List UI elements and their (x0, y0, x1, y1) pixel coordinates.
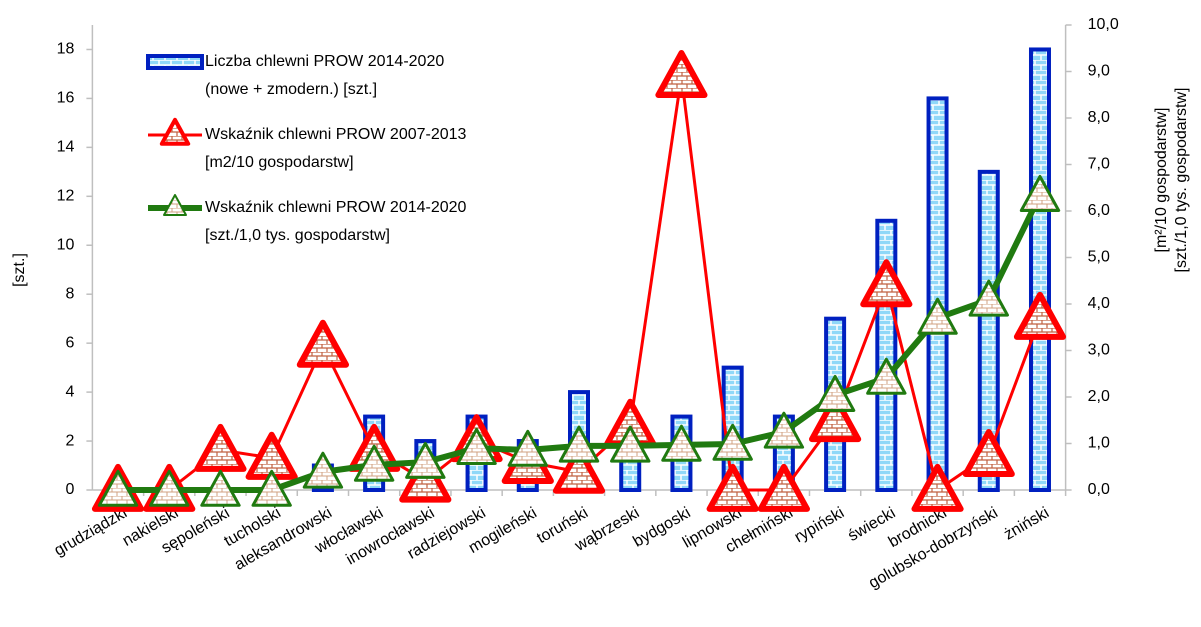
marker (866, 357, 907, 395)
marker (814, 374, 856, 412)
marker (163, 194, 187, 216)
y2-tick-label: 9,0 (1088, 63, 1110, 80)
marker (968, 279, 1009, 317)
legend-label: [szt./1,0 tys. gospodarstw] (205, 227, 390, 244)
y2-tick-label: 6,0 (1088, 202, 1110, 219)
marker (251, 469, 292, 507)
marker (456, 427, 497, 465)
y-tick-label: 18 (57, 41, 75, 58)
bar (1028, 47, 1051, 492)
bar (926, 96, 949, 492)
marker (552, 445, 606, 494)
marker (610, 425, 651, 463)
y2-tick-label: 4,0 (1088, 295, 1110, 312)
y-tick-label: 12 (57, 188, 75, 205)
x-tick-label: grudziądzki (52, 504, 131, 559)
legend: Liczba chlewni PROW 2014-2020 (nowe + zmo… (146, 53, 467, 244)
y2-tick-label: 2,0 (1088, 388, 1110, 405)
bar (977, 169, 1000, 492)
marker (149, 469, 190, 507)
y2-tick-label: 5,0 (1088, 249, 1110, 266)
legend-label: (nowe + zmodern.) [szt.] (205, 81, 377, 98)
legend-swatch (146, 54, 204, 70)
marker (763, 411, 805, 449)
y2-tick-label: 3,0 (1088, 342, 1110, 359)
y2-tick-label: 7,0 (1088, 156, 1110, 173)
legend-label: Liczba chlewni PROW 2014-2020 (205, 53, 444, 70)
marker (860, 259, 913, 308)
marker (809, 394, 862, 443)
y2-tick-label: 0,0 (1088, 481, 1110, 498)
y2-tick-label: 8,0 (1088, 109, 1110, 126)
y2-axis-title: [m²/10 gospodarstw] (1153, 108, 1170, 253)
marker (712, 423, 753, 461)
legend-label: Wskaźnik chlewni PROW 2014-2020 (205, 199, 467, 216)
y2-tick-label: 10,0 (1088, 16, 1119, 33)
y-tick-label: 14 (57, 139, 75, 156)
y-tick-label: 4 (65, 383, 74, 400)
marker (1013, 291, 1067, 340)
marker (194, 423, 247, 472)
y-tick-label: 16 (57, 90, 75, 107)
marker (296, 319, 349, 368)
y-axis-title: [szt.] (11, 253, 28, 287)
legend-label: Wskaźnik chlewni PROW 2007-2013 (205, 126, 467, 143)
marker (159, 117, 191, 146)
marker (757, 463, 810, 512)
marker (507, 429, 548, 467)
y-tick-label: 10 (57, 236, 75, 253)
marker (661, 424, 702, 462)
marks (91, 47, 1067, 512)
marker (655, 50, 708, 99)
legend-label: [m2/10 gospodarstw] (205, 154, 354, 171)
marker (97, 469, 139, 507)
marker (962, 429, 1015, 478)
marker (353, 444, 395, 482)
marker (1019, 174, 1061, 212)
y2-tick-label: 1,0 (1088, 435, 1110, 452)
y-tick-label: 0 (65, 481, 74, 498)
y-tick-label: 2 (65, 432, 74, 449)
marker (405, 441, 446, 479)
marker (200, 469, 241, 507)
marker (911, 463, 964, 512)
y2-axis-title: [szt./1,0 tys. gospodarstw] (1173, 88, 1190, 273)
y-tick-label: 6 (65, 334, 74, 351)
marker (558, 425, 600, 463)
y-tick-label: 8 (65, 285, 74, 302)
marker (917, 297, 958, 335)
x-tick-label: żniński (1001, 504, 1052, 543)
marker (706, 463, 759, 512)
marker (302, 451, 344, 489)
